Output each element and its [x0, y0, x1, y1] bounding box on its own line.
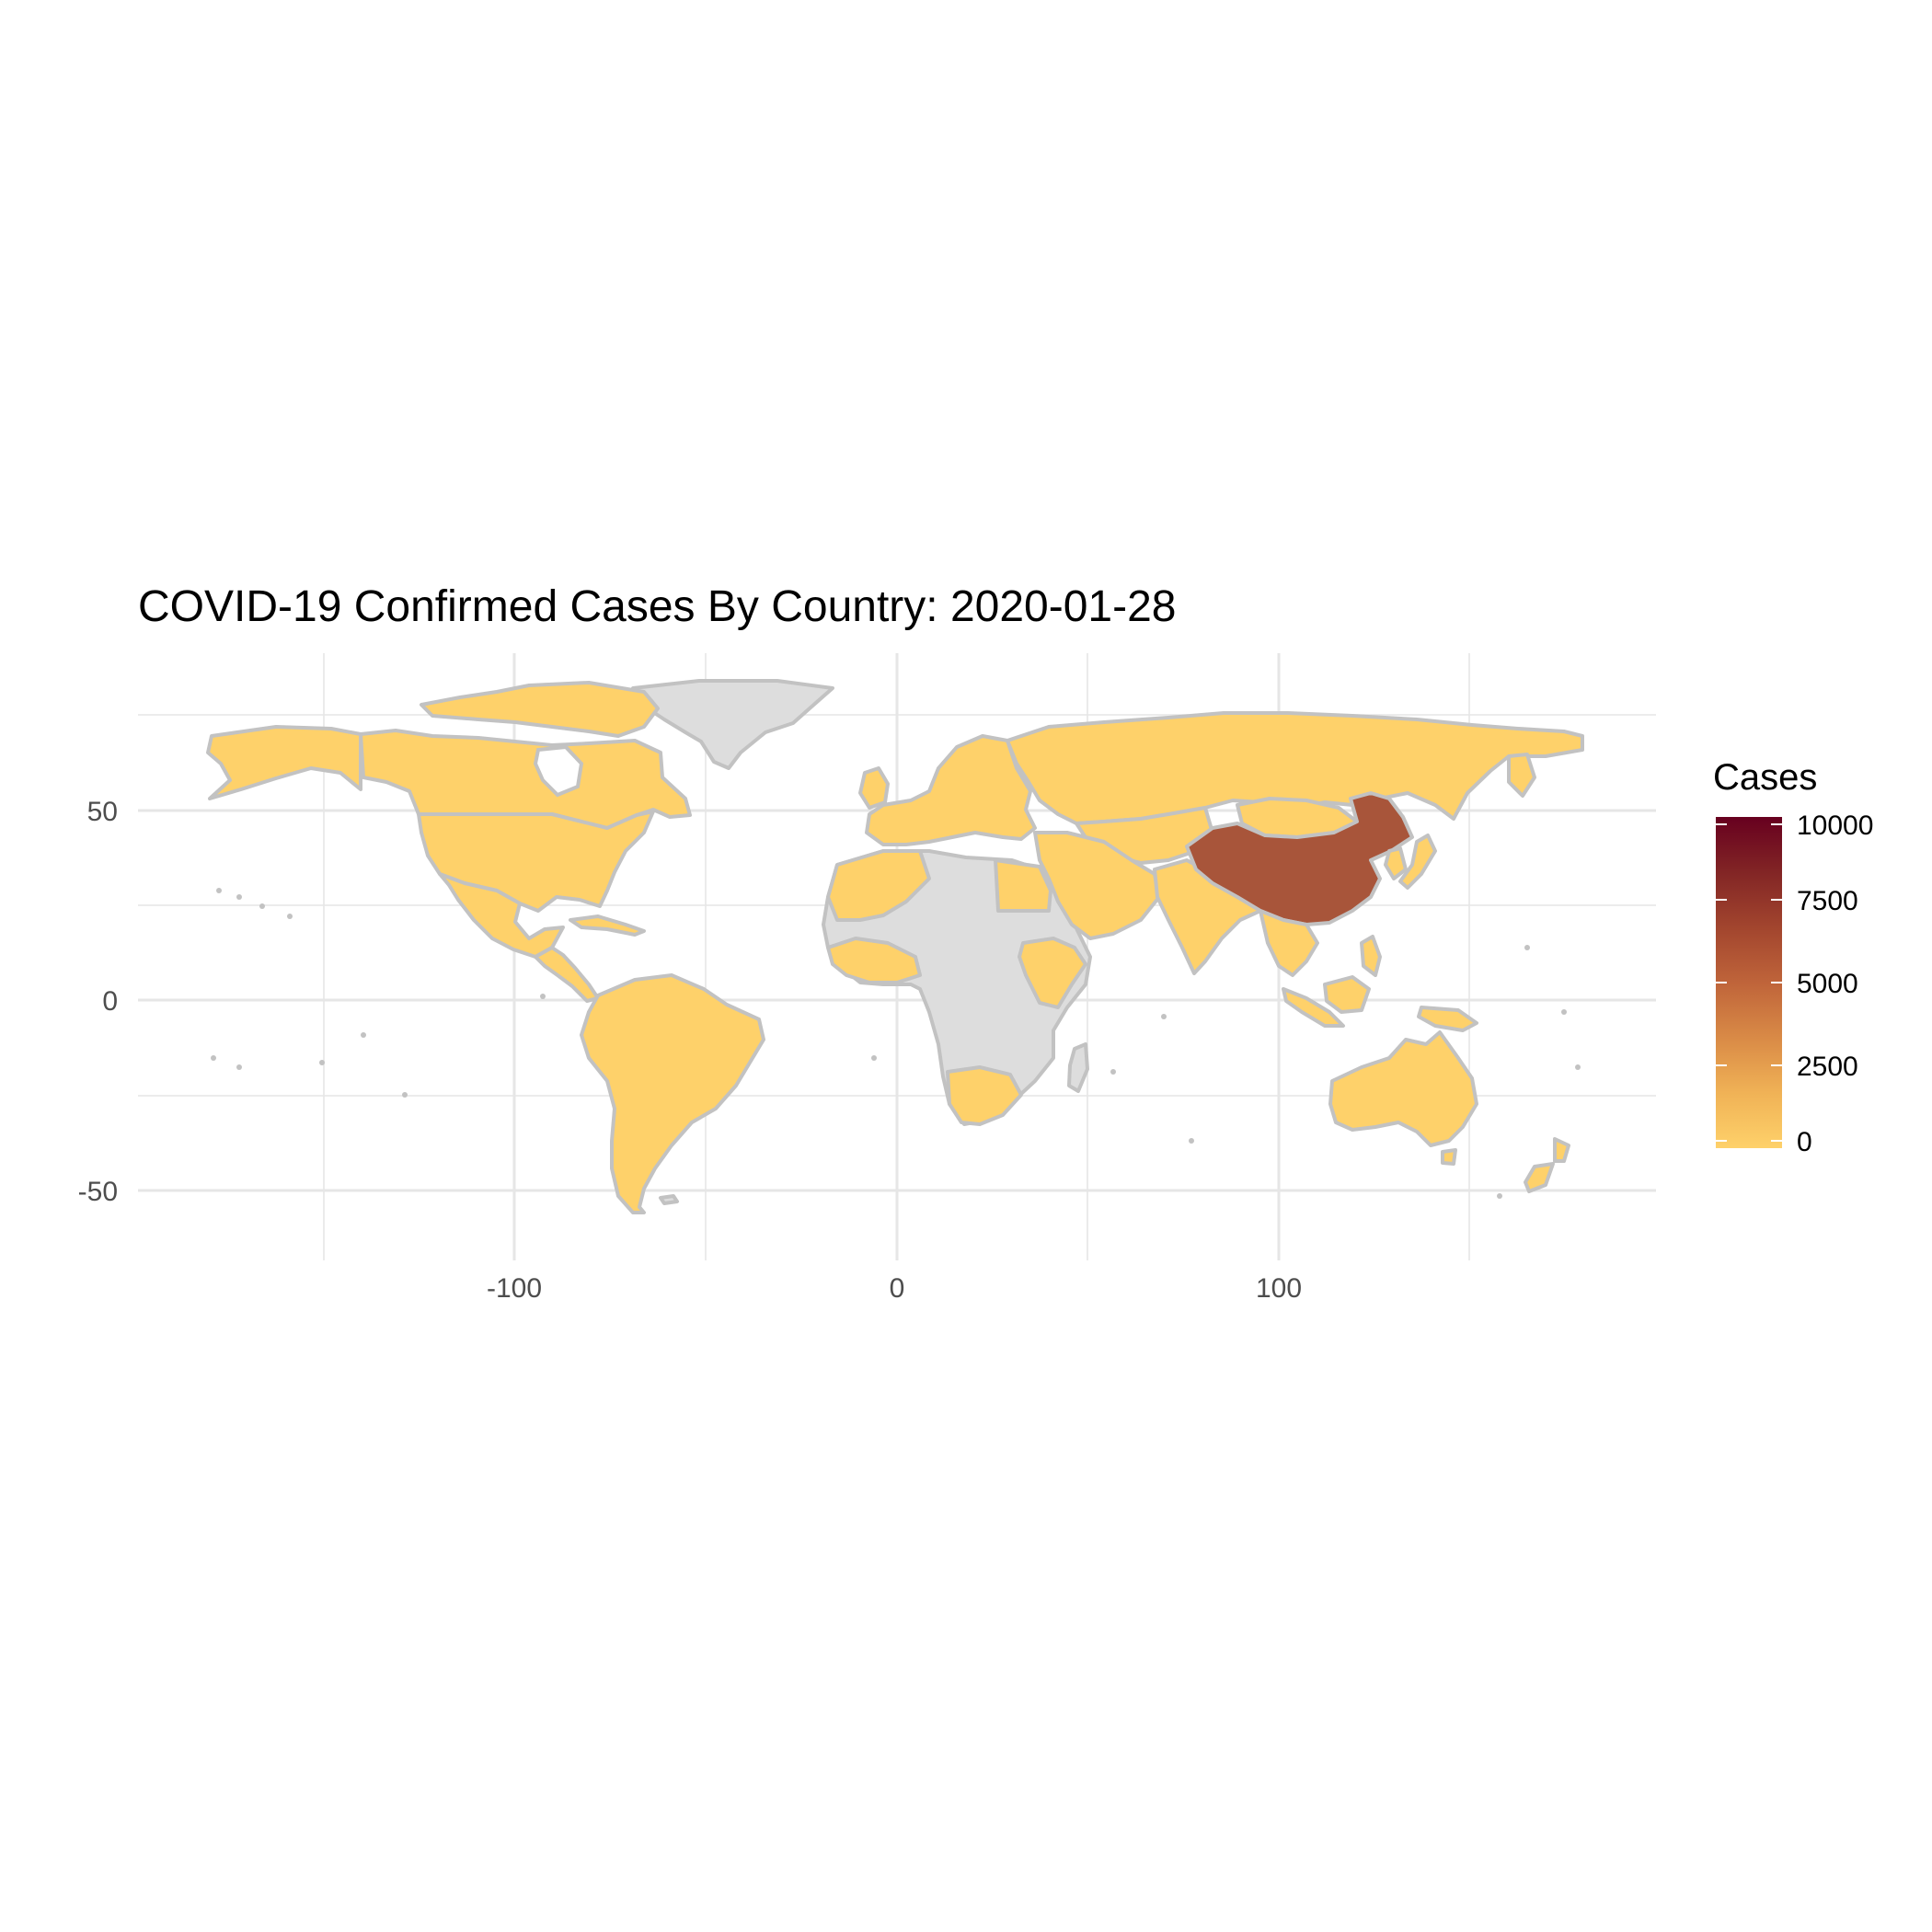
region-southeast-asia [1259, 909, 1319, 977]
legend-tick-label: 10000 [1797, 811, 1873, 841]
x-tick-label: -100 [487, 1273, 542, 1304]
region-mexico [438, 872, 565, 959]
legend-tick-label: 0 [1797, 1127, 1812, 1157]
islet [236, 894, 242, 900]
legend-tick-label: 2500 [1797, 1052, 1858, 1082]
region-arctic-islands [420, 681, 660, 738]
legend-tick-label: 7500 [1797, 886, 1858, 916]
region-caribbean [569, 914, 646, 937]
y-tick-label: -50 [78, 1177, 118, 1207]
region-tasmania [1441, 1148, 1457, 1166]
region-indonesia [1282, 987, 1345, 1028]
region-madagascar [1067, 1042, 1089, 1093]
islet [216, 888, 222, 893]
islet [1161, 1014, 1167, 1019]
islet [1561, 1009, 1567, 1015]
region-alaska [206, 725, 362, 800]
region-kamchatka [1507, 753, 1536, 798]
legend: Cases 0 2500 5000 7500 10000 [1713, 757, 1873, 1157]
chart-title: COVID-19 Confirmed Cases By Country: 202… [138, 582, 1177, 631]
islet [540, 994, 546, 999]
region-new-zealand [1524, 1137, 1570, 1193]
region-falklands [659, 1194, 679, 1205]
legend-title: Cases [1713, 757, 1817, 798]
region-europe [865, 734, 1037, 846]
map-regions [206, 679, 1584, 1214]
islet [1110, 1069, 1116, 1075]
region-west-africa [826, 937, 922, 984]
region-horn-of-africa [1018, 937, 1087, 1009]
region-australia [1328, 1030, 1478, 1147]
y-axis-ticks: 50 0 -50 [78, 797, 118, 1207]
y-tick-label: 0 [102, 986, 118, 1017]
region-hudson-bay [533, 744, 584, 798]
region-borneo [1323, 975, 1371, 1014]
legend-tick-label: 5000 [1797, 969, 1858, 999]
islet [1524, 945, 1530, 950]
x-axis-ticks: -100 0 100 [487, 1273, 1302, 1304]
region-japan [1398, 834, 1437, 890]
islet [402, 1092, 408, 1098]
x-tick-label: 100 [1256, 1273, 1302, 1304]
region-south-america [580, 973, 765, 1214]
islet [1189, 1138, 1194, 1144]
islet [287, 914, 293, 919]
region-central-america [534, 946, 600, 1003]
islet [211, 1055, 216, 1061]
islet [1575, 1064, 1581, 1070]
y-tick-label: 50 [87, 797, 118, 827]
legend-ticks: 0 2500 5000 7500 10000 [1716, 811, 1873, 1157]
islet [871, 1055, 877, 1061]
islet [236, 1064, 242, 1070]
region-greenland [631, 679, 834, 770]
region-new-guinea [1417, 1006, 1478, 1032]
region-egypt [994, 858, 1052, 913]
islet [259, 903, 265, 909]
region-uk [858, 766, 890, 810]
islet [319, 1060, 325, 1065]
region-north-africa-west [826, 849, 931, 922]
region-southern-africa [946, 1065, 1023, 1126]
islet [1497, 1193, 1502, 1199]
islet [361, 1032, 366, 1038]
region-middle-east [1033, 831, 1161, 940]
x-tick-label: 0 [890, 1273, 905, 1304]
region-korea [1384, 846, 1408, 880]
region-philippines [1360, 935, 1382, 977]
